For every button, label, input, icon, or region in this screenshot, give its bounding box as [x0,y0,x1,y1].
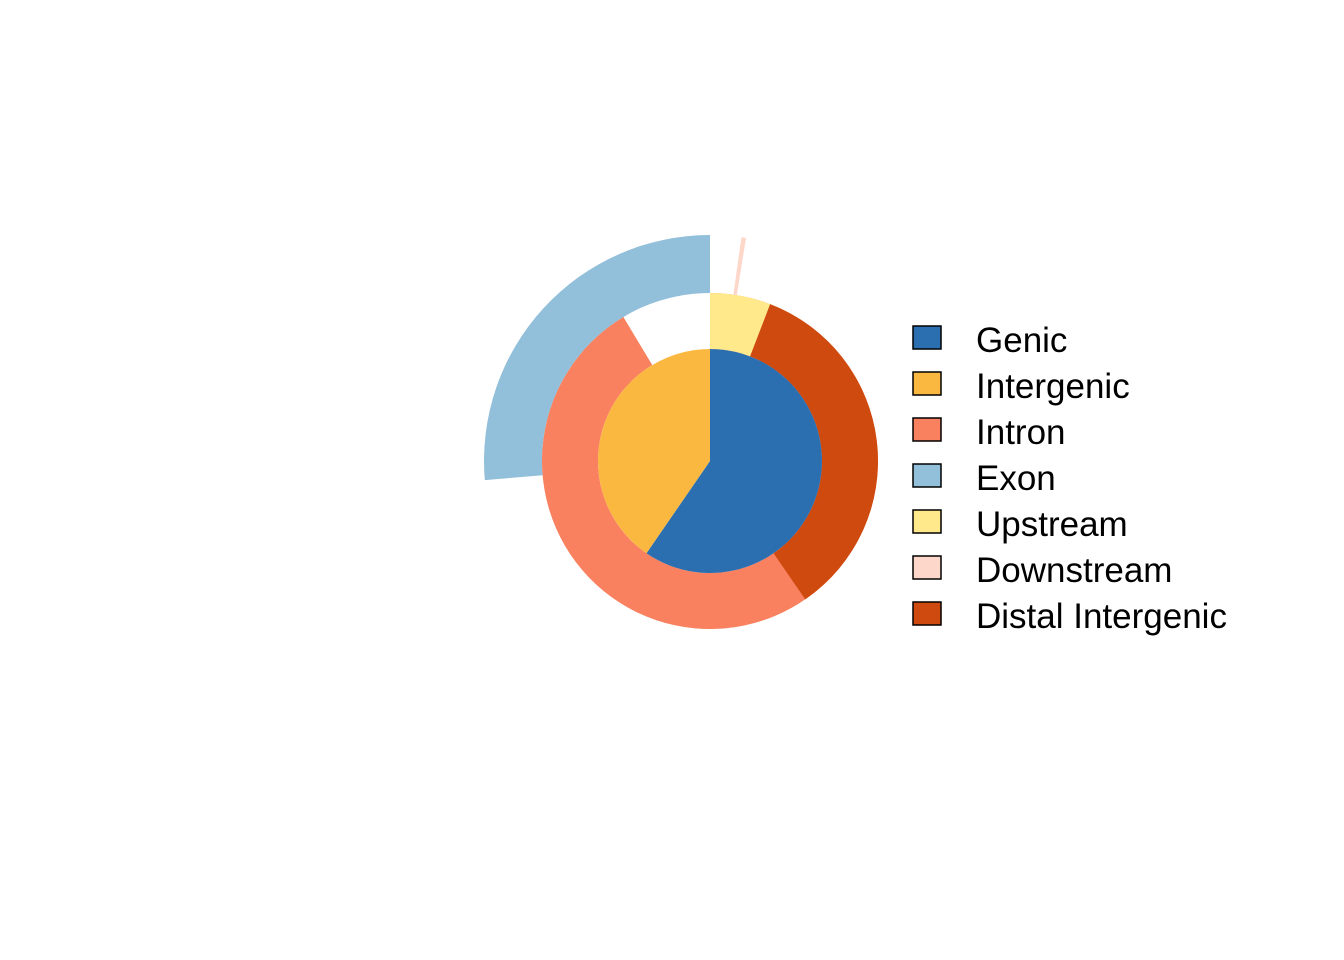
legend-item-genic: Genic [912,321,1067,360]
legend-label: Intergenic [976,367,1130,406]
legend-item-intron: Intron [912,413,1066,452]
legend-swatch [912,509,942,534]
legend-item-distal-intergenic: Distal Intergenic [912,597,1227,636]
legend-label: Distal Intergenic [976,597,1227,636]
legend: Genic Intergenic Intron Exon Upstream Downstr… [912,321,1227,636]
slice-exon [484,235,710,481]
legend-swatch [912,463,942,488]
legend-item-downstream: Downstream [912,551,1172,590]
legend-item-intergenic: Intergenic [912,367,1130,406]
legend-label: Upstream [976,505,1128,544]
slice-genic [646,349,823,573]
legend-swatch [912,555,942,580]
slice-distal-intergenic [750,304,878,600]
outer-ring [484,235,878,629]
slice-downstream [733,237,747,296]
legend-label: Intron [976,413,1066,452]
slice-intergenic [598,349,710,554]
legend-label: Downstream [976,551,1172,590]
inner-ring [598,349,823,573]
slice-upstream [710,293,771,357]
legend-swatch [912,325,942,350]
legend-item-exon: Exon [912,459,1056,498]
legend-swatch [912,601,942,626]
legend-swatch [912,417,942,442]
legend-label: Genic [976,321,1067,360]
legend-label: Exon [976,459,1056,498]
legend-item-upstream: Upstream [912,505,1128,544]
legend-swatch [912,371,942,396]
